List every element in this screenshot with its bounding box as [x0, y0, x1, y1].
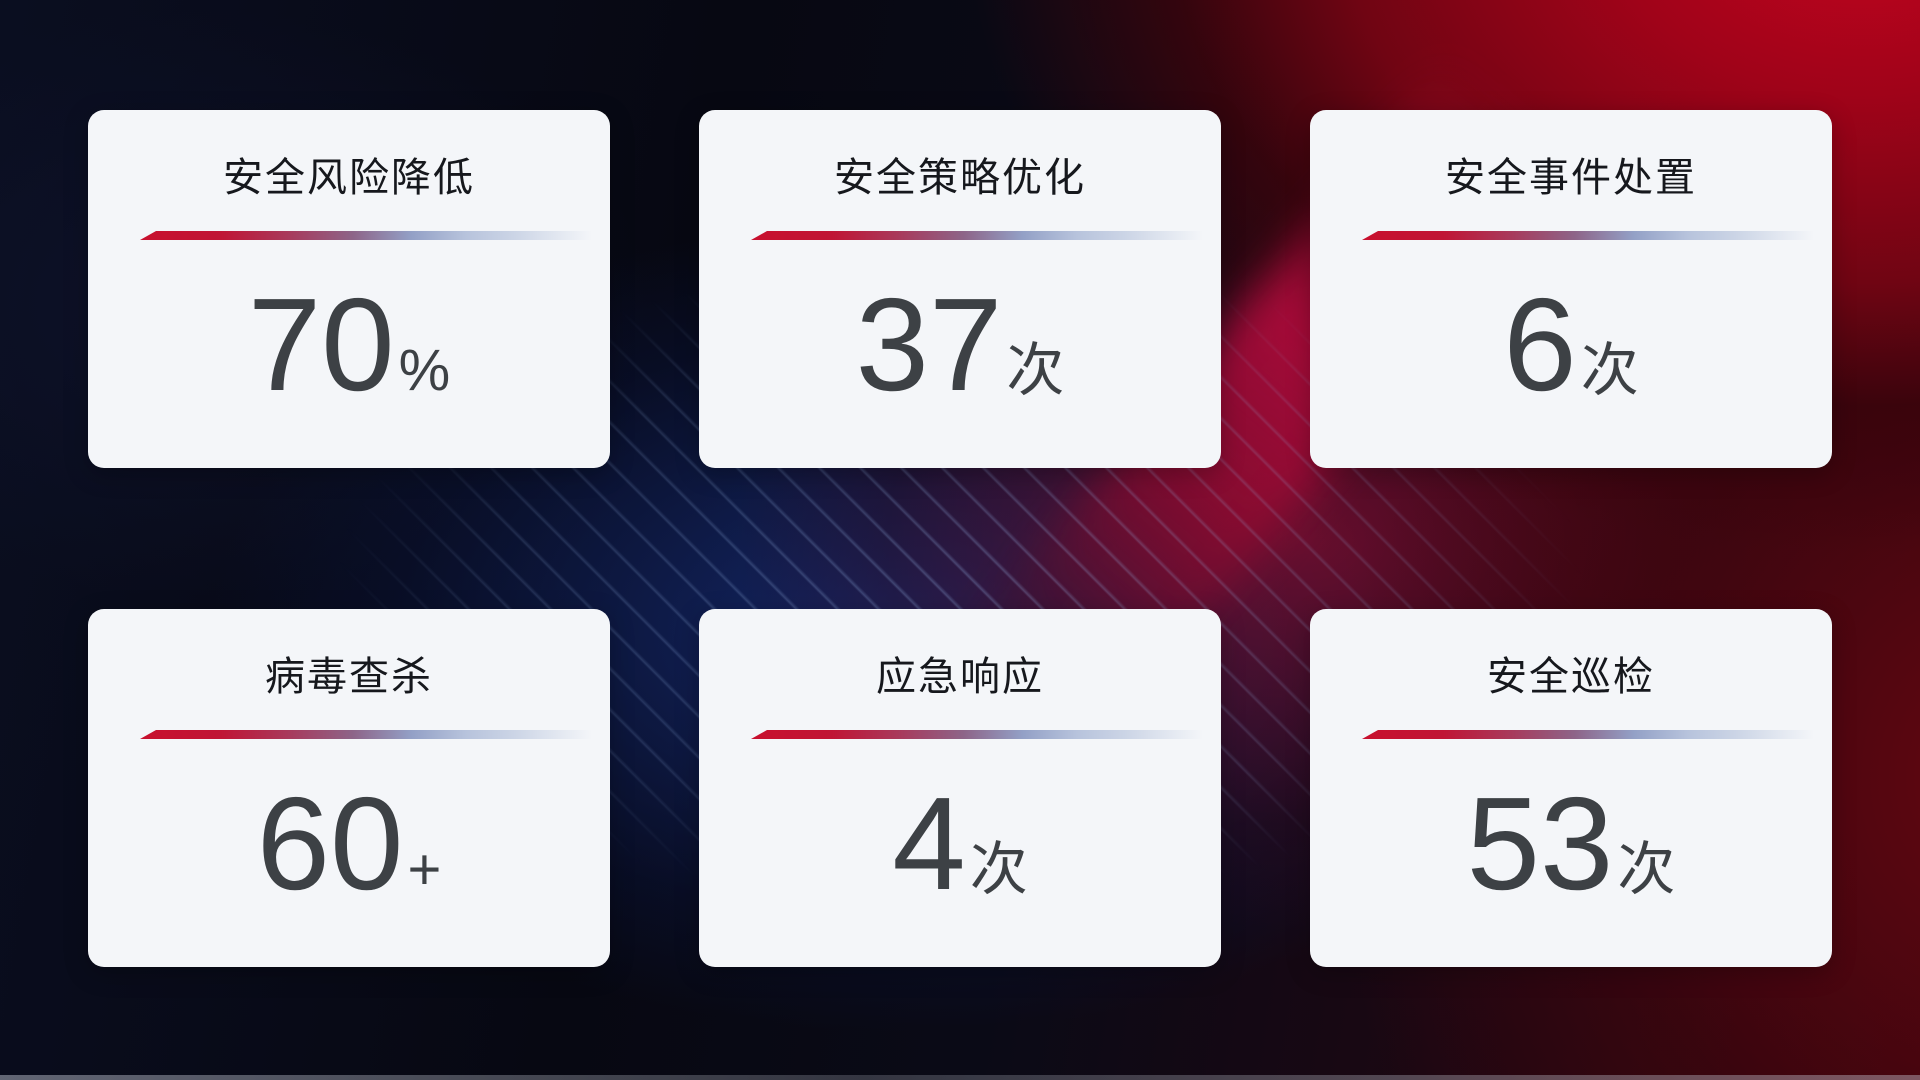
stat-value-row: 60+ — [88, 774, 610, 914]
stat-card-emergency-response: 应急响应 4次 — [699, 609, 1221, 967]
card-title: 安全事件处置 — [1445, 156, 1697, 200]
card-title: 应急响应 — [876, 655, 1044, 699]
stat-value-row: 70% — [88, 275, 610, 415]
stat-card-risk-reduction: 安全风险降低 70% — [88, 110, 610, 468]
stat-value: 70 — [247, 271, 395, 418]
divider-line — [751, 730, 1203, 739]
stat-unit: + — [407, 837, 442, 902]
divider-line — [140, 231, 592, 240]
stat-value: 53 — [1466, 770, 1614, 917]
divider-line — [1362, 231, 1814, 240]
stat-value-row: 6次 — [1310, 275, 1832, 415]
bottom-edge-strip — [0, 1075, 1920, 1080]
stat-unit: 次 — [1580, 338, 1639, 403]
stat-value-row: 37次 — [699, 275, 1221, 415]
stat-card-security-inspection: 安全巡检 53次 — [1310, 609, 1832, 967]
card-title: 安全风险降低 — [223, 156, 475, 200]
stat-card-policy-optimization: 安全策略优化 37次 — [699, 110, 1221, 468]
card-title: 安全策略优化 — [834, 156, 1086, 200]
card-title: 病毒查杀 — [265, 655, 433, 699]
stat-card-virus-scan: 病毒查杀 60+ — [88, 609, 610, 967]
divider-line — [140, 730, 592, 739]
stat-unit: 次 — [1006, 338, 1065, 403]
stat-unit: 次 — [1617, 837, 1676, 902]
stat-unit: % — [398, 338, 451, 403]
stat-value: 37 — [855, 271, 1003, 418]
divider-line — [751, 231, 1203, 240]
stat-cards-grid: 安全风险降低 70% 安全策略优化 37次 安全事件处置 6次 病毒查杀 60+… — [88, 110, 1832, 967]
stat-unit: 次 — [969, 837, 1028, 902]
card-title: 安全巡检 — [1487, 655, 1655, 699]
stat-value: 4 — [892, 770, 966, 917]
stat-value: 6 — [1503, 271, 1577, 418]
stat-value-row: 4次 — [699, 774, 1221, 914]
divider-line — [1362, 730, 1814, 739]
stat-value-row: 53次 — [1310, 774, 1832, 914]
stat-card-incident-handling: 安全事件处置 6次 — [1310, 110, 1832, 468]
stat-value: 60 — [256, 770, 404, 917]
